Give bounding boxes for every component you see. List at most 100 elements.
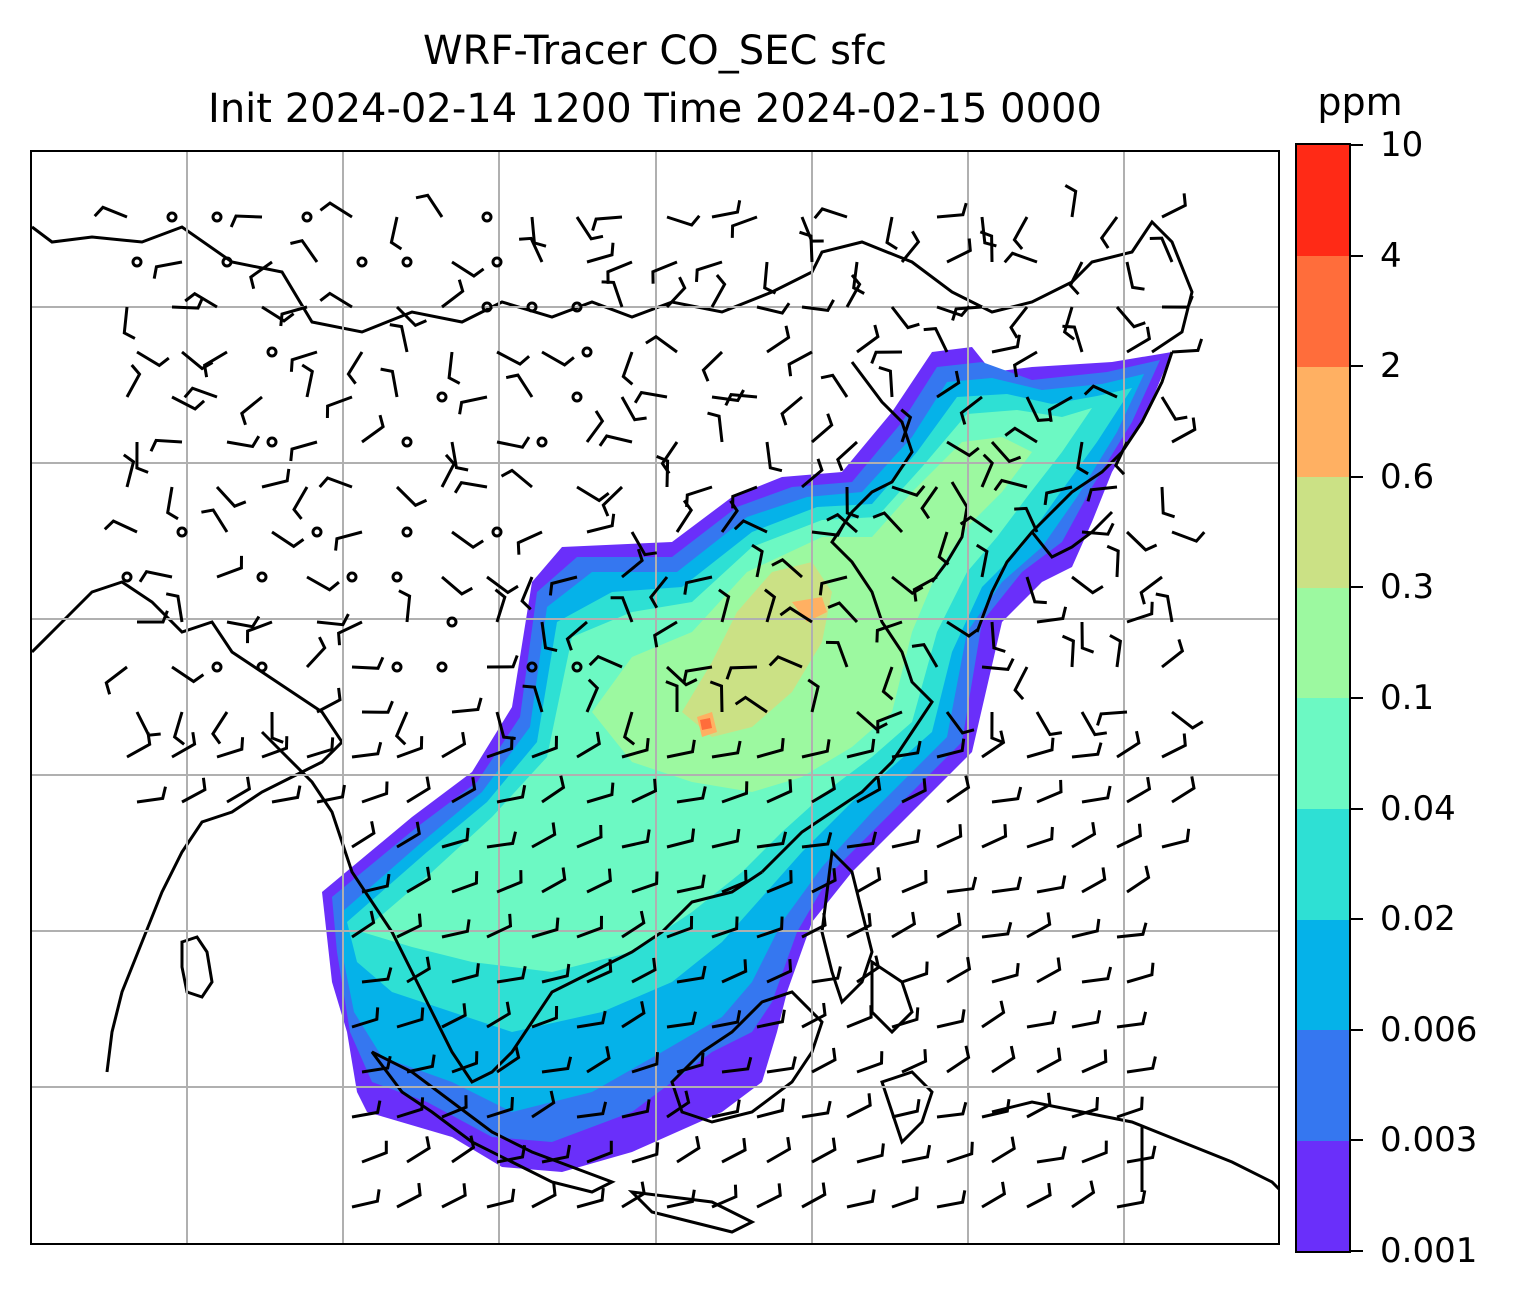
wind-barb bbox=[261, 305, 295, 323]
wind-barb bbox=[496, 350, 531, 366]
wind-barb bbox=[711, 1184, 738, 1209]
wind-barb bbox=[1071, 1097, 1099, 1119]
wind-barb bbox=[351, 656, 385, 670]
wind-barb bbox=[856, 777, 882, 804]
wind-barb bbox=[585, 410, 605, 443]
wind-barb bbox=[826, 512, 858, 534]
wind-barb bbox=[1036, 1047, 1062, 1074]
wind-barb bbox=[447, 351, 461, 385]
wind-barb bbox=[306, 737, 335, 759]
wind-barb bbox=[135, 441, 149, 474]
colorbar-tick-mark bbox=[1351, 144, 1363, 146]
wind-barb bbox=[1081, 867, 1107, 894]
wind-barb bbox=[351, 821, 376, 849]
wind-barb bbox=[610, 596, 634, 623]
wind-barb bbox=[316, 687, 342, 714]
wind-barb bbox=[621, 1001, 646, 1029]
wind-barb bbox=[648, 576, 669, 609]
wind-barb bbox=[756, 831, 788, 849]
wind-barb bbox=[1014, 506, 1039, 533]
wind-barb bbox=[1026, 912, 1052, 939]
wind-barb bbox=[351, 741, 383, 759]
wind-barb bbox=[675, 499, 694, 533]
wind-barb bbox=[406, 1136, 431, 1164]
wind-barb bbox=[825, 640, 849, 668]
wind-barb bbox=[541, 1056, 573, 1074]
wind-barb bbox=[846, 913, 872, 939]
wind-barb bbox=[766, 1136, 792, 1164]
wind-barb bbox=[1109, 634, 1123, 668]
wind-barb bbox=[441, 731, 467, 759]
wind-barb bbox=[725, 665, 758, 680]
coastline-borneo bbox=[670, 990, 824, 1124]
wind-barb bbox=[666, 915, 694, 939]
wind-barb bbox=[396, 736, 424, 759]
wind-barb bbox=[486, 1188, 516, 1209]
colorbar-tick-mark bbox=[1351, 365, 1363, 368]
wind-barb bbox=[451, 1135, 476, 1164]
wind-barb bbox=[891, 740, 922, 759]
calm-wind-marker bbox=[221, 256, 233, 268]
wind-barb bbox=[653, 620, 678, 648]
wind-barb bbox=[766, 959, 793, 984]
wind-barb bbox=[1116, 1096, 1144, 1119]
wind-barb bbox=[946, 876, 978, 894]
wind-barb bbox=[621, 1181, 646, 1209]
wind-barb bbox=[1116, 1011, 1148, 1029]
wind-barb bbox=[415, 193, 444, 218]
wind-barb bbox=[531, 822, 557, 849]
wind-barb bbox=[1071, 1010, 1102, 1029]
colorbar-tick-label: 0.3 bbox=[1380, 567, 1435, 608]
wind-barb bbox=[779, 606, 813, 624]
wind-barb bbox=[104, 665, 128, 695]
coastline-sumatra bbox=[370, 1050, 616, 1194]
wind-barb bbox=[766, 325, 791, 354]
wind-barb bbox=[787, 350, 813, 377]
wind-barb bbox=[959, 395, 983, 425]
wind-barb bbox=[756, 737, 785, 759]
wind-barb bbox=[394, 711, 409, 746]
wind-barb bbox=[395, 485, 428, 508]
wind-barb bbox=[1061, 634, 1075, 668]
wind-barb bbox=[351, 910, 376, 939]
wind-barb bbox=[496, 965, 527, 984]
wind-barb bbox=[240, 395, 263, 426]
wind-barb bbox=[306, 575, 340, 592]
colorbar-tick-label: 0.6 bbox=[1380, 456, 1435, 497]
wind-barb bbox=[936, 1190, 967, 1209]
coastline-india bbox=[32, 580, 344, 1073]
colorbar-tick-mark bbox=[1351, 918, 1363, 921]
wind-barb bbox=[911, 642, 939, 668]
calm-wind-marker bbox=[356, 256, 368, 268]
wind-barb bbox=[586, 1046, 611, 1074]
wind-barb bbox=[1035, 711, 1063, 737]
wind-barb bbox=[406, 866, 432, 894]
wind-barb bbox=[229, 214, 263, 228]
colorbar-tick-label: 0.003 bbox=[1380, 1120, 1478, 1161]
wind-barb bbox=[856, 955, 881, 984]
wind-barb bbox=[451, 776, 477, 804]
calm-wind-marker bbox=[131, 256, 143, 268]
colorbar-tick-mark bbox=[1351, 807, 1363, 810]
wind-barb bbox=[152, 260, 183, 279]
wind-barb bbox=[406, 1054, 436, 1074]
wind-barb bbox=[724, 393, 758, 407]
calm-wind-marker bbox=[446, 616, 458, 628]
wind-barb bbox=[631, 957, 657, 984]
wind-barb bbox=[1026, 1010, 1057, 1029]
wind-barb bbox=[852, 261, 865, 295]
calm-wind-marker bbox=[581, 346, 593, 358]
wind-barb bbox=[149, 438, 183, 452]
wind-barb bbox=[1036, 779, 1063, 804]
map-canvas bbox=[32, 152, 1278, 1243]
wind-barb bbox=[440, 453, 456, 488]
wind-barb bbox=[923, 327, 949, 353]
wind-barb bbox=[991, 1045, 1016, 1074]
colorbar-tick-mark bbox=[1351, 254, 1363, 257]
wind-barb bbox=[361, 967, 393, 984]
wind-barb bbox=[1125, 261, 1145, 291]
wind-barb bbox=[846, 1093, 872, 1119]
wind-barb bbox=[756, 1183, 782, 1209]
wind-barb bbox=[1036, 1145, 1067, 1164]
calm-wind-marker bbox=[211, 211, 223, 223]
